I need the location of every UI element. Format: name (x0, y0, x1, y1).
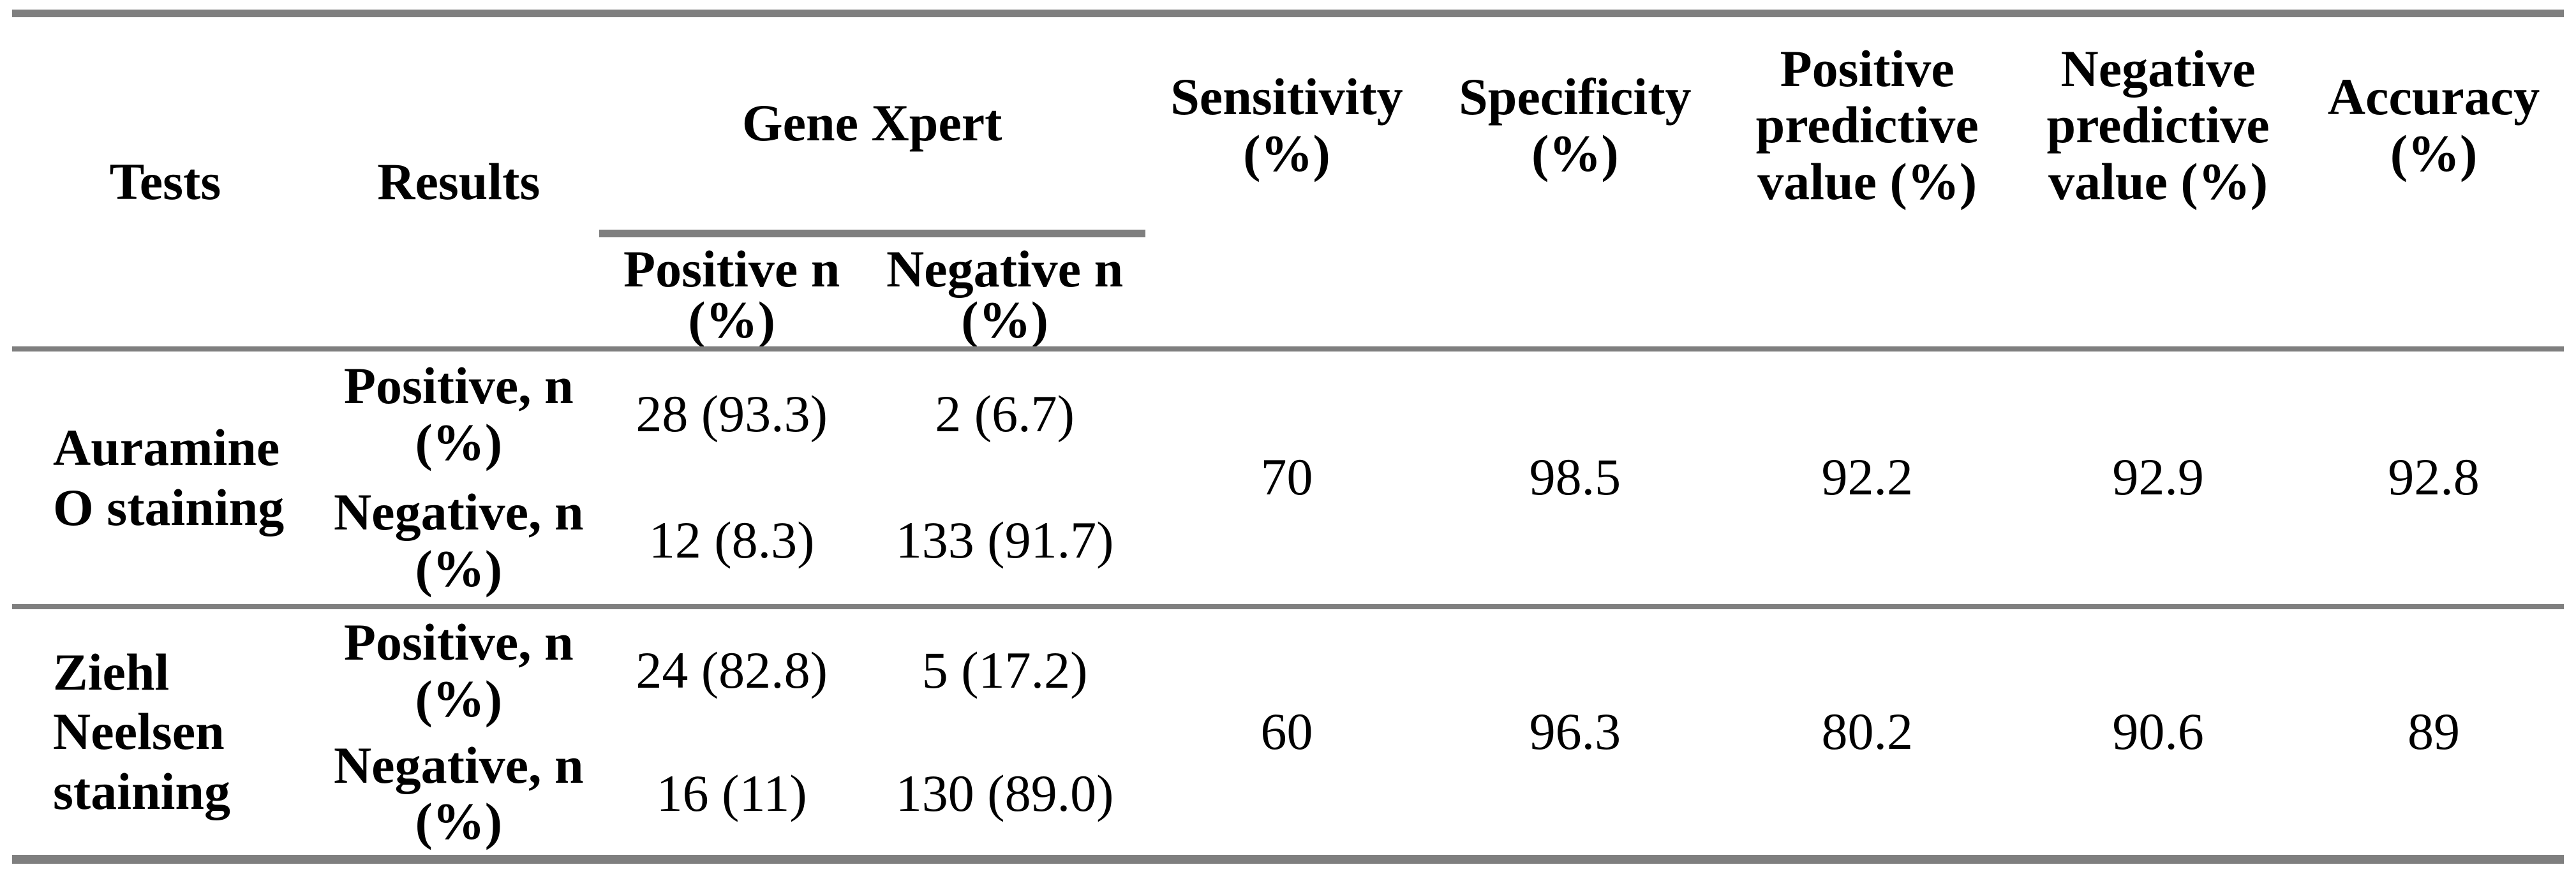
cell-xpert-negative: 5 (17.2) (864, 603, 1145, 733)
col-header-gene-xpert: Gene Xpert (599, 13, 1145, 237)
col-header-sensitivity: Sensitivity (%) (1170, 67, 1403, 182)
cell-xpert-negative: 133 (91.7) (895, 511, 1114, 570)
cell-xpert-positive: 16 (11) (656, 764, 807, 822)
header-spacer (1428, 233, 1722, 349)
subcol-header-xpert-positive: Positive n (%) (623, 240, 840, 349)
cell-xpert-positive: 24 (82.8) (599, 603, 865, 733)
cell-ppv: 92.2 (1722, 346, 2013, 607)
result-label: Positive, n (%) (318, 346, 599, 478)
col-header-npv: Negative predictive value (%) (2046, 39, 2270, 211)
table-row-ziehl-negative: Negative, n (%) 16 (11) 130 (89.0) (12, 733, 2564, 859)
cell-npv: 90.6 (2013, 603, 2304, 859)
col-header-ppv: Positive predictive value (%) (1755, 39, 1979, 211)
cell-npv: 92.9 (2013, 346, 2304, 607)
cell-accuracy: 89 (2304, 603, 2564, 859)
header-spacer (1722, 233, 2013, 349)
header-spacer (1145, 233, 1429, 349)
table-row-ziehl-positive: Ziehl Neelsen staining Positive, n (%) 2… (12, 603, 2564, 859)
table-row-auramine-positive: Auramine O staining Positive, n (%) 28 (… (12, 346, 2564, 607)
cell-sensitivity: 70 (1145, 346, 1429, 607)
cell-xpert-positive: 12 (8.3) (648, 511, 815, 570)
table-row-auramine-negative: Negative, n (%) 12 (8.3) 133 (91.7) (12, 478, 2564, 607)
cell-xpert-negative: 130 (89.0) (895, 764, 1114, 822)
col-header-accuracy: Accuracy (%) (2327, 67, 2540, 182)
result-label: Positive, n (%) (318, 603, 599, 733)
cell-xpert-negative: 2 (6.7) (864, 346, 1145, 478)
col-header-specificity: Specificity (%) (1459, 67, 1692, 182)
header-row-main: Tests Results Gene Xpert Sensitivity (%)… (12, 13, 2564, 237)
subcol-header-xpert-negative: Negative n (%) (886, 240, 1124, 349)
header-spacer (2304, 233, 2564, 349)
col-header-results: Results (377, 152, 540, 211)
table-header: Tests Results Gene Xpert Sensitivity (%)… (12, 13, 2564, 349)
result-label: Negative, n (%) (333, 483, 584, 598)
diagnostic-accuracy-table: Tests Results Gene Xpert Sensitivity (%)… (12, 10, 2564, 864)
header-spacer (2013, 233, 2304, 349)
test-name-auramine: Auramine O staining (12, 346, 318, 607)
cell-accuracy: 92.8 (2304, 346, 2564, 607)
test-name-ziehl-neelsen: Ziehl Neelsen staining (12, 603, 318, 859)
cell-specificity: 98.5 (1428, 346, 1722, 607)
cell-xpert-positive: 28 (93.3) (599, 346, 865, 478)
col-header-tests: Tests (109, 152, 221, 211)
table-body: Auramine O staining Positive, n (%) 28 (… (12, 346, 2564, 859)
cell-sensitivity: 60 (1145, 603, 1429, 859)
cell-specificity: 96.3 (1428, 603, 1722, 859)
header-row-subcolumns: Positive n (%) Negative n (%) (12, 233, 2564, 349)
result-label: Negative, n (%) (333, 736, 584, 851)
cell-ppv: 80.2 (1722, 603, 2013, 859)
